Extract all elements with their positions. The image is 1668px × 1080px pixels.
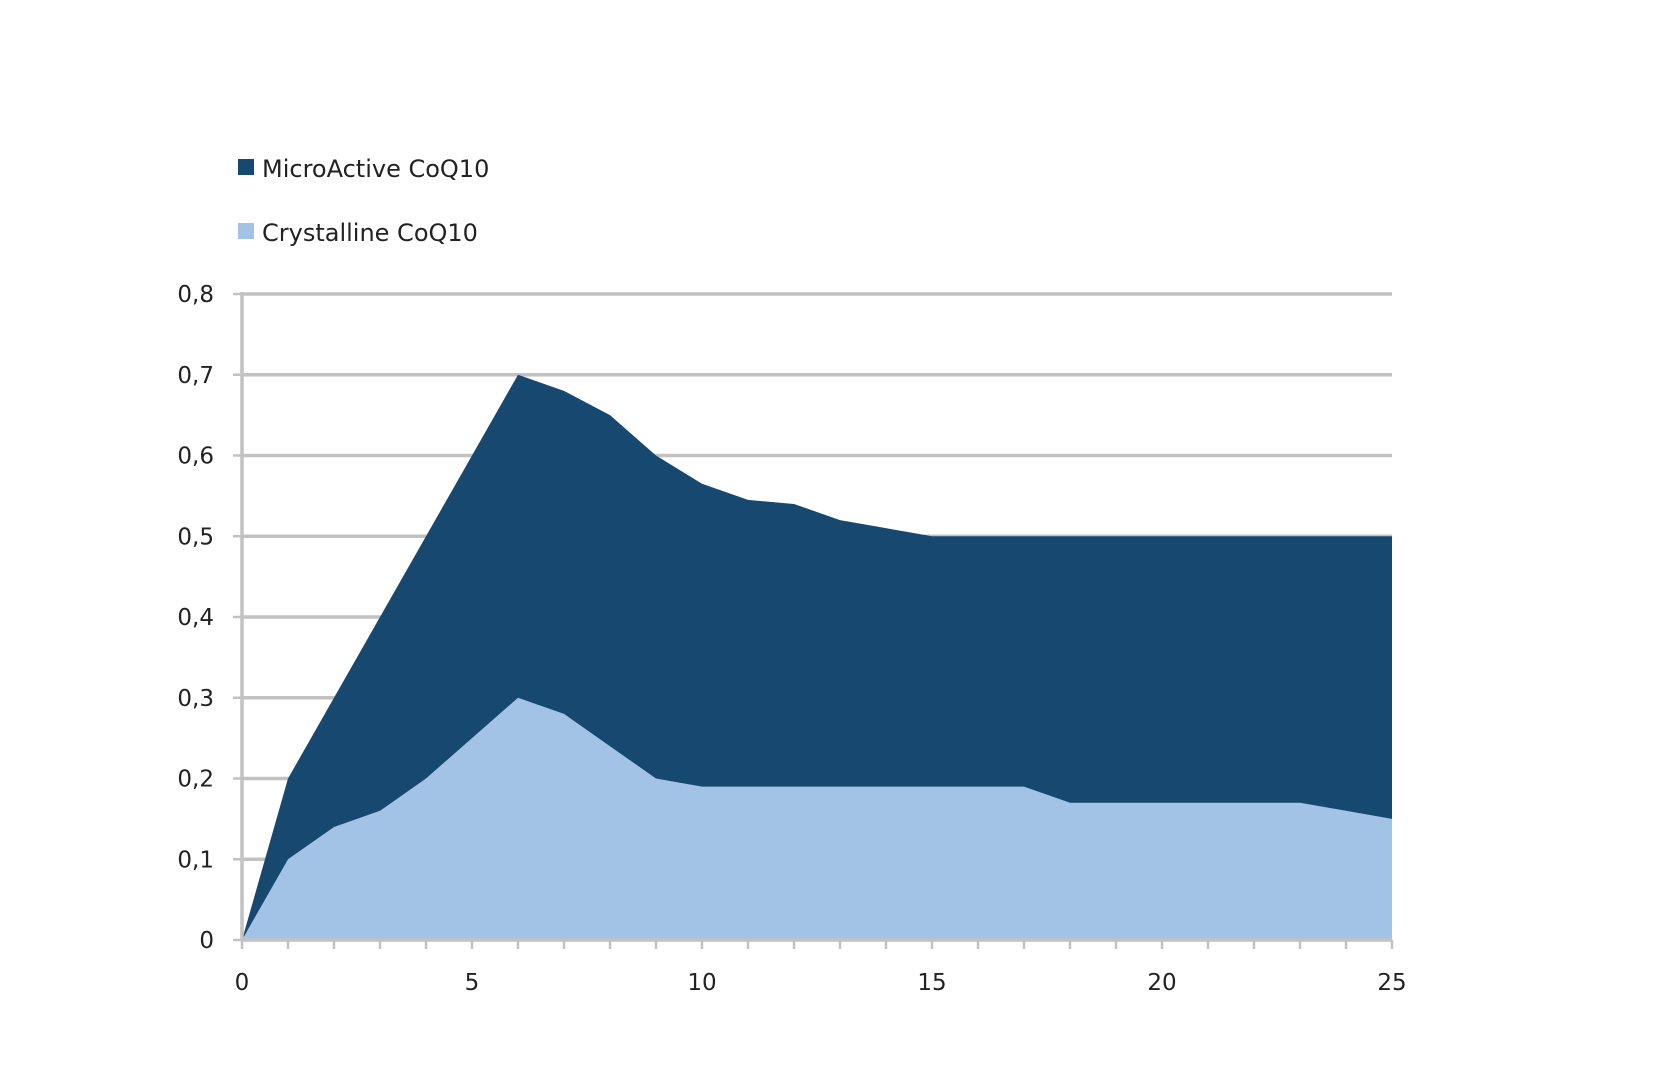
chart-axes [233,292,1394,949]
y-tick-label: 0,2 [177,767,214,793]
legend-label: MicroActive CoQ10 [262,155,489,183]
y-tick-label: 0,6 [177,444,214,470]
legend-label: Crystalline CoQ10 [262,219,478,247]
y-tick-label: 0 [199,928,214,954]
chart-legend: MicroActive CoQ10 Crystalline CoQ10 [238,155,489,247]
crystalline-coq10-area [242,697,1392,940]
legend-swatch [238,223,254,239]
y-tick-label: 0,5 [177,524,214,550]
x-tick-label: 15 [917,970,946,996]
x-axis-tick-labels: 0 5 10 15 20 25 [235,970,1407,996]
y-tick-label: 0,3 [177,686,214,712]
y-tick-label: 0,7 [177,363,214,389]
series-areas [242,374,1392,940]
x-tick-label: 0 [235,970,250,996]
y-tick-label: 0,1 [177,847,214,873]
x-tick-label: 10 [687,970,716,996]
y-tick-label: 0,4 [177,605,214,631]
x-tick-label: 25 [1377,970,1406,996]
y-tick-label: 0,8 [177,282,214,308]
x-tick-label: 5 [465,970,480,996]
y-axis-tick-labels: 0 0,1 0,2 0,3 0,4 0,5 0,6 0,7 0,8 [177,282,214,954]
x-tick-label: 20 [1147,970,1176,996]
legend-swatch [238,159,254,175]
